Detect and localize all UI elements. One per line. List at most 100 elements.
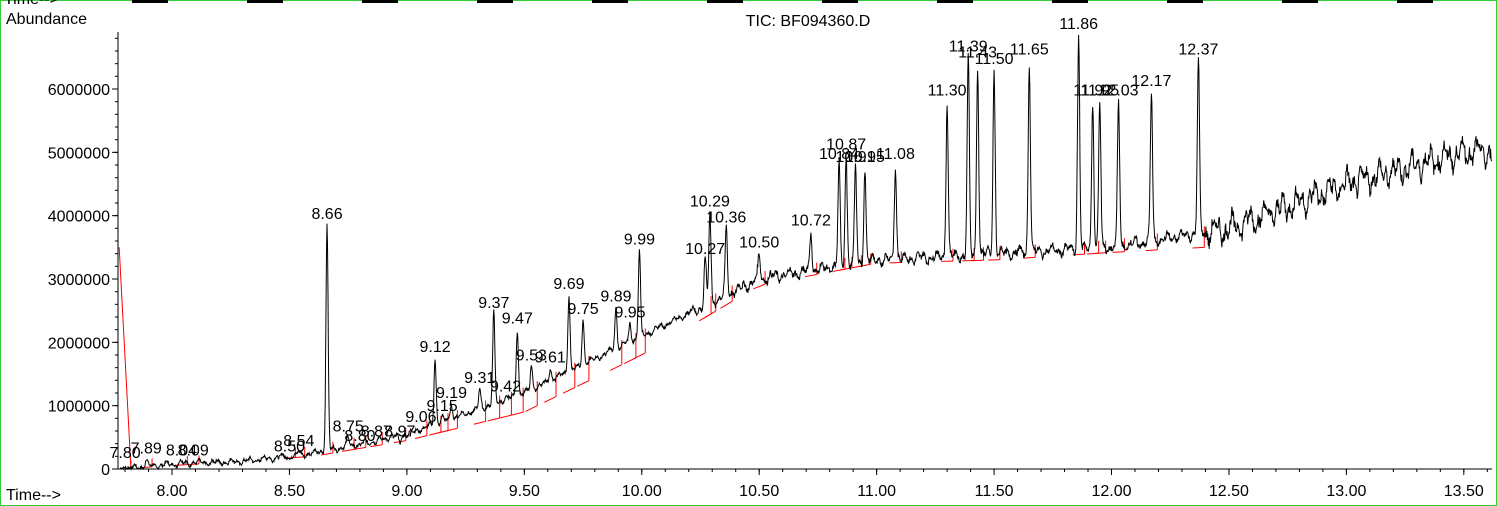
top-strip-tick <box>477 0 513 3</box>
peak-label: 11.95 <box>1080 83 1119 100</box>
top-strip-tick <box>592 0 628 3</box>
peak-label: 8.50 <box>274 439 305 456</box>
top-strip-tick <box>132 0 168 3</box>
x-tick-label: 10.50 <box>739 483 779 500</box>
top-strip-tick <box>1282 0 1318 3</box>
baseline-segment <box>118 247 132 469</box>
y-tick-label: 1000000 <box>48 399 110 416</box>
chart-title: TIC: BF094360.D <box>746 13 871 30</box>
peak-label: 11.50 <box>975 51 1014 68</box>
baseline-segment <box>609 364 623 371</box>
baseline-segment <box>1145 249 1158 252</box>
peak-label: 9.42 <box>490 378 521 395</box>
peak-label: 9.61 <box>535 349 566 366</box>
y-tick-label: 6000000 <box>48 82 110 99</box>
baseline-segment <box>562 387 576 394</box>
x-tick-label: 13.50 <box>1444 483 1484 500</box>
top-strip-ticks <box>132 0 1433 3</box>
baseline-segment <box>321 452 333 456</box>
peak-label: 12.37 <box>1178 42 1218 59</box>
baseline-segment <box>804 273 817 278</box>
peak-label: 9.37 <box>478 295 509 312</box>
baseline-segment <box>414 435 427 439</box>
peak-label: 11.92 <box>1073 83 1112 100</box>
y-tick-label: 2000000 <box>48 335 110 352</box>
peak-label: 9.12 <box>420 339 451 356</box>
y-tick-label: 3000000 <box>48 272 110 289</box>
peak-label: 10.84 <box>819 146 859 163</box>
baseline-segment <box>292 456 305 459</box>
x-tick-label: 12.00 <box>1091 483 1131 500</box>
peak-label: 10.91 <box>835 149 875 166</box>
baseline-segment <box>1192 246 1205 249</box>
x-tick-label: 12.50 <box>1209 483 1249 500</box>
top-strip-tick <box>247 0 283 3</box>
peak-label: 9.75 <box>567 301 598 318</box>
baseline-segment <box>353 446 366 450</box>
baseline-segment <box>187 463 200 466</box>
peak-label: 9.89 <box>600 289 631 306</box>
integration-baseline <box>118 226 1205 469</box>
peak-label: 8.09 <box>178 442 209 459</box>
peak-label: 9.69 <box>553 276 584 293</box>
baseline-segment <box>487 417 500 422</box>
peak-label: 11.39 <box>949 38 988 55</box>
peak-label: 8.75 <box>333 418 364 435</box>
baseline-segment <box>544 396 557 403</box>
baseline-segment <box>445 427 458 432</box>
baseline-segment <box>1023 256 1036 259</box>
peak-label: 9.31 <box>464 370 495 387</box>
top-strip-tick <box>1167 0 1203 3</box>
peak-label: 9.95 <box>614 304 645 321</box>
peak-label: 10.72 <box>791 213 831 230</box>
peak-label: 11.65 <box>1010 42 1049 59</box>
x-tick-label: 9.50 <box>509 483 540 500</box>
x-axis-label: Time--> <box>6 487 61 504</box>
x-tick-label: 10.00 <box>622 483 662 500</box>
x-tick-label: 11.00 <box>857 483 896 500</box>
peak-label: 8.87 <box>361 423 392 440</box>
baseline-segment <box>342 448 355 452</box>
y-tick-label: 0 <box>101 462 110 479</box>
peak-label: 11.30 <box>928 83 967 100</box>
top-strip-tick <box>362 0 398 3</box>
top-strip-tick <box>1397 0 1433 3</box>
peak-label: 12.03 <box>1099 83 1139 100</box>
y-axis-label: Abundance <box>6 11 87 28</box>
peak-label: 8.04 <box>166 442 197 459</box>
top-strip-tick <box>937 0 973 3</box>
baseline-segment <box>988 259 1000 261</box>
y-tick-label: 4000000 <box>48 209 110 226</box>
peak-label: 9.15 <box>427 398 458 415</box>
x-tick-label: 8.00 <box>156 483 187 500</box>
peak-label: 10.29 <box>690 194 730 211</box>
top-strip-tick <box>1052 0 1088 3</box>
baseline-segment <box>576 380 590 387</box>
x-tick-label: 11.50 <box>975 483 1014 500</box>
tic-trace <box>119 34 1492 471</box>
peak-label: 7.80 <box>109 445 140 462</box>
baseline-segment <box>720 300 733 309</box>
peak-label: 7.89 <box>131 441 162 458</box>
baseline-segment <box>499 414 512 419</box>
peak-labels: 7.807.89 8.048.09 8.508.54 8.66 8.758.808.87… <box>109 16 1218 462</box>
peak-label: 10.87 <box>826 137 866 154</box>
baseline-segment <box>473 420 486 425</box>
peak-label: 9.19 <box>436 385 467 402</box>
baseline-segment <box>703 310 717 319</box>
baseline-segment <box>1093 252 1106 255</box>
peak-label: 8.54 <box>283 433 314 450</box>
peak-label: 8.66 <box>311 206 342 223</box>
peak-label: 9.53 <box>516 347 547 364</box>
peak-label: 11.08 <box>876 146 915 163</box>
peak-label: 11.86 <box>1059 16 1098 33</box>
top-strip-tick <box>707 0 743 3</box>
peak-label: 9.47 <box>502 311 533 328</box>
peak-label: 10.50 <box>739 235 779 252</box>
top-strip-label: Time--> <box>4 0 59 8</box>
x-tick-label: 13.00 <box>1326 483 1366 500</box>
peak-label: 8.97 <box>384 423 415 440</box>
x-tick-label: 9.00 <box>391 483 422 500</box>
peak-label: 10.27 <box>685 241 725 258</box>
